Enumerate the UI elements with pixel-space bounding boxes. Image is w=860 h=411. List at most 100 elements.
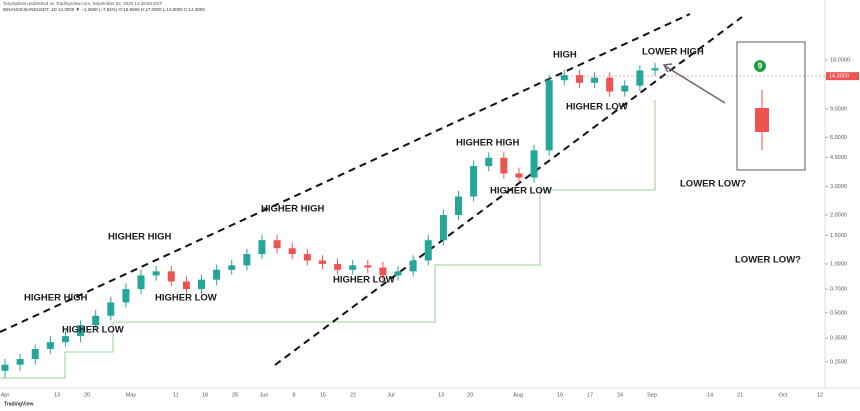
x-tick-label: 17 <box>587 392 593 398</box>
annotation: HIGHER LOW <box>566 102 628 113</box>
trend-line <box>0 13 691 333</box>
candle-body <box>213 269 221 280</box>
y-tick-label: 2.0000 <box>830 212 847 218</box>
candle-body <box>621 85 629 92</box>
arrow <box>664 65 726 104</box>
candle-body <box>500 157 508 174</box>
candle-body <box>1 364 9 371</box>
candle-body <box>137 275 145 290</box>
y-tick-label: 0.2500 <box>830 359 847 365</box>
x-tick-label: 20 <box>467 392 473 398</box>
y-tick-label: 9.0000 <box>830 106 847 112</box>
x-tick-label: 14 <box>707 392 713 398</box>
candle-body <box>485 157 493 167</box>
candle-body <box>258 240 266 255</box>
candle-body <box>92 315 100 326</box>
count-badge <box>754 60 766 72</box>
y-tick-label: 0.7000 <box>830 287 847 293</box>
x-tick-label: 8 <box>292 392 295 398</box>
annotation: HIGHER HIGH <box>261 204 324 215</box>
y-tick-label: 3.0000 <box>830 184 847 190</box>
y-tick-label: 0.3500 <box>830 336 847 342</box>
last-price-box <box>826 72 859 81</box>
annotation: HIGHER HIGH <box>24 293 87 304</box>
candle-body <box>152 271 160 276</box>
candle-body <box>288 248 296 255</box>
x-tick-label: Aug <box>513 392 523 398</box>
support-steps <box>0 100 656 379</box>
y-tick-label: 6.0000 <box>830 135 847 141</box>
header: TonySpilotro published on TradingView.co… <box>3 1 163 6</box>
candle-body <box>364 265 372 268</box>
candle-body <box>77 325 85 337</box>
y-tick-label: 1.5000 <box>830 233 847 239</box>
candle-body <box>16 359 24 365</box>
candle-body <box>228 265 236 270</box>
annotation: HIGHER LOW <box>62 325 124 336</box>
y-tick-label: 4.5000 <box>830 155 847 161</box>
candle-body <box>31 348 39 360</box>
candle-body <box>61 336 69 343</box>
candle-body <box>439 215 447 241</box>
candle-body <box>606 77 614 92</box>
watermark: TradingView <box>4 401 33 407</box>
x-tick-label: 18 <box>202 392 208 398</box>
candle-body <box>409 260 417 272</box>
trend-line <box>274 16 743 366</box>
candle-body <box>46 342 54 349</box>
count-text: 9 <box>758 62 763 71</box>
candle-body <box>167 271 175 282</box>
candle-body <box>530 150 538 178</box>
y-tick-label: 1.0000 <box>830 261 847 267</box>
annotation: HIGHER LOW <box>490 186 552 197</box>
inset-candle <box>755 108 769 132</box>
candle-body <box>318 260 326 264</box>
candle-body <box>560 75 568 81</box>
candle-body <box>107 302 115 316</box>
x-tick-label: Jun <box>260 392 269 398</box>
candle-body <box>636 70 644 86</box>
x-tick-label: May <box>126 392 137 398</box>
x-tick-label: Jul <box>387 392 394 398</box>
x-tick-label: 21 <box>737 392 743 398</box>
candle-body <box>334 263 342 270</box>
candle-body <box>454 196 462 216</box>
x-tick-label: 13 <box>438 392 444 398</box>
annotation: LOWER LOW? <box>735 255 801 266</box>
x-tick-label: 10 <box>557 392 563 398</box>
x-tick-label: 13 <box>54 392 60 398</box>
symbol-info: BINANCE:BANDUSDT, 1D 14.3000 ▼ −1.2660 (… <box>3 7 205 12</box>
candle-body <box>122 289 130 303</box>
annotation: HIGHER LOW <box>333 275 395 286</box>
candle-body <box>379 267 387 276</box>
candle-body <box>394 271 402 276</box>
candle-body <box>243 254 251 266</box>
candle-body <box>515 173 523 178</box>
candle-body <box>651 68 659 71</box>
candle-body <box>470 166 478 197</box>
inset-box <box>736 41 806 171</box>
candle-body <box>273 240 281 249</box>
candle-body <box>424 240 432 261</box>
annotation: HIGHER LOW <box>155 293 217 304</box>
y-tick-label: 18.0000 <box>830 57 850 63</box>
x-tick-label: 20 <box>84 392 90 398</box>
x-tick-label: 25 <box>232 392 238 398</box>
candle-body <box>303 254 311 261</box>
x-tick-label: 22 <box>350 392 356 398</box>
candle-body <box>545 80 553 151</box>
x-tick-label: 24 <box>617 392 623 398</box>
candle-body <box>349 265 357 270</box>
x-tick-label: 15 <box>320 392 326 398</box>
candle-body <box>575 75 583 83</box>
annotation: HIGHER HIGH <box>456 138 519 149</box>
annotation: LOWER LOW? <box>680 179 746 190</box>
annotation: HIGHER HIGH <box>108 232 171 243</box>
candle-body <box>182 281 190 290</box>
candle-body <box>198 279 206 290</box>
x-tick-label: Oct <box>779 392 788 398</box>
annotation: LOWER HIGH <box>642 47 704 58</box>
